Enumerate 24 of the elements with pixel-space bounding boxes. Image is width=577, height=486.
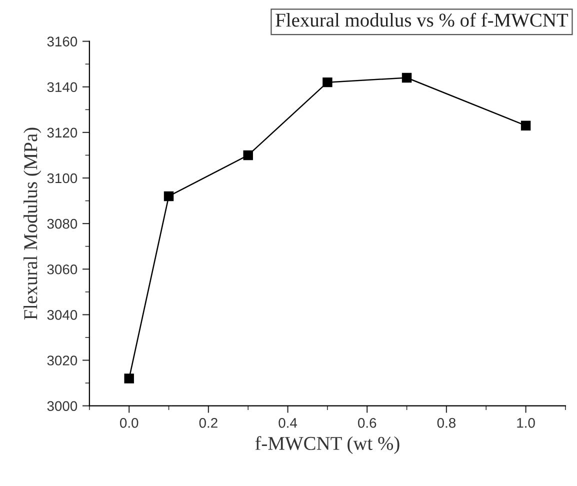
- x-tick-label: 0.4: [278, 418, 298, 428]
- point: [322, 77, 332, 88]
- point: [520, 120, 531, 130]
- y-tick-label: 3020: [47, 356, 78, 366]
- y-tick-label: 3080: [47, 218, 78, 229]
- point: [243, 150, 253, 160]
- y-tick-label: 3100: [47, 173, 78, 184]
- point: [124, 374, 134, 384]
- x-tick-label: 0.6: [358, 418, 376, 428]
- x-axis-title: f-MWCNT (wt %): [255, 436, 400, 454]
- y-tick-label: 3000: [47, 401, 78, 411]
- y-tick-label: 3040: [47, 310, 78, 320]
- y-tick-label: 3120: [47, 128, 78, 138]
- point: [164, 191, 174, 202]
- point: [402, 72, 412, 83]
- x-tick-label: 0.8: [437, 418, 456, 428]
- y-tick-label: 3060: [47, 264, 78, 274]
- y-tick-label: 3140: [47, 82, 78, 92]
- x-tick-label: 0.0: [120, 418, 138, 428]
- chart-title: Flexural modulus vs % of f-MWCNT: [276, 12, 568, 27]
- x-tick-label: 0.2: [199, 418, 218, 428]
- x-tick-label: 1.0: [517, 418, 535, 428]
- y-axis-title: Flexural Modulus (MPa): [24, 128, 42, 320]
- y-tick-label: 3160: [47, 36, 78, 46]
